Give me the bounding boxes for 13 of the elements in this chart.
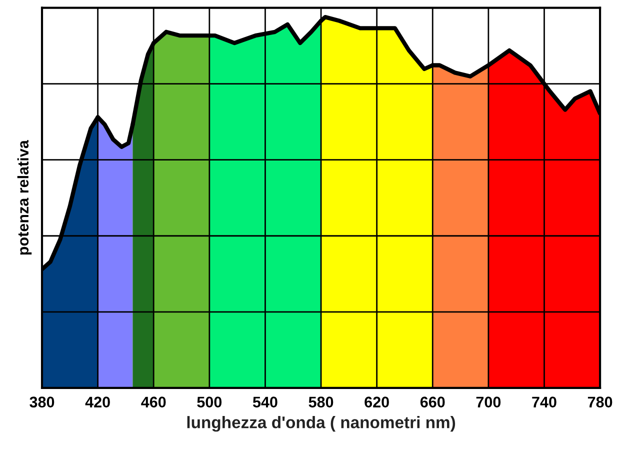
x-tick-label: 540 (252, 396, 278, 408)
x-tick-label: 460 (141, 396, 166, 408)
x-axis-title: lunghezza d'onda ( nanometri nm) (187, 416, 456, 432)
x-tick-label: 380 (30, 396, 54, 408)
x-tick-label: 700 (476, 396, 501, 408)
x-tick-label: 780 (588, 396, 612, 408)
y-axis-title: potenza relativa (17, 140, 32, 255)
x-tick-label: 580 (308, 396, 334, 408)
x-tick-label: 500 (197, 396, 222, 408)
x-tick-label: 420 (85, 396, 110, 408)
x-tick-label: 740 (532, 396, 556, 408)
x-tick-label: 620 (364, 396, 389, 408)
x-tick-label: 660 (420, 396, 445, 408)
